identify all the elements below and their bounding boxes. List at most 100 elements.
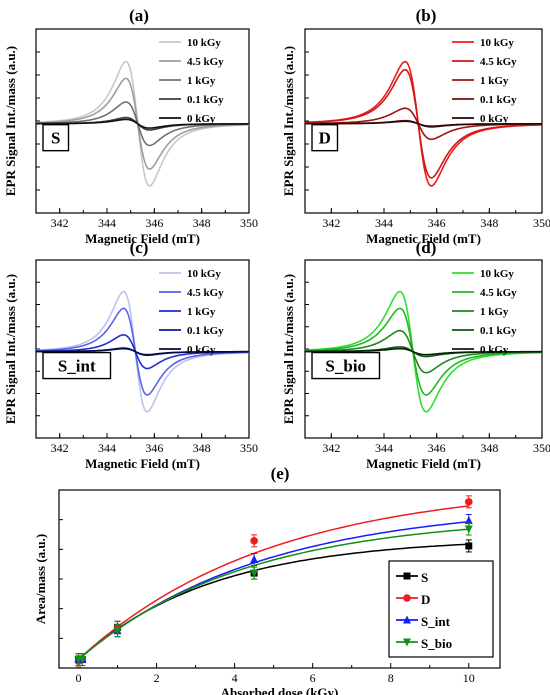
data-point-s-bio xyxy=(78,656,87,665)
legend-label: 1 kGy xyxy=(480,75,509,87)
epr-panel-d: (d) 342 344 346 348 350 Magnetic Field (mT) EPR… xyxy=(281,238,550,471)
x-tick-label: 348 xyxy=(193,216,211,230)
x-axis-label: Magnetic Field (mT) xyxy=(366,456,481,471)
data-point-s-int xyxy=(250,555,259,564)
legend-marker xyxy=(403,638,411,647)
sample-label-box xyxy=(42,123,70,152)
legend-label: 0.1 kGy xyxy=(480,325,517,337)
sample-label: S_bio xyxy=(325,357,366,376)
epr-panel-b: (b) 342 344 346 348 350 Magnetic Field (mT) EPR… xyxy=(281,6,550,246)
legend-label: 0.1 kGy xyxy=(187,325,224,337)
legend-label: D xyxy=(421,592,430,607)
spectrum-line-0-kgy xyxy=(36,118,249,129)
panel-title: (b) xyxy=(416,6,437,25)
x-tick-label: 2 xyxy=(154,671,160,685)
x-tick-label: 342 xyxy=(51,441,69,455)
legend-label: 0 kGy xyxy=(480,344,509,356)
legend-label: 4.5 kGy xyxy=(187,56,224,68)
spectrum-line-4-5-kgy xyxy=(305,307,542,396)
x-tick-label: 350 xyxy=(533,216,550,230)
x-tick-label: 348 xyxy=(193,441,211,455)
legend-label: 10 kGy xyxy=(187,268,221,280)
dose-response-panel: (e) 0 2 4 6 8 10 Absorbed dose (kGy) Area/mass (… xyxy=(33,464,501,695)
x-tick-label: 344 xyxy=(98,441,116,455)
spectrum-line-4-5-kgy xyxy=(36,307,249,396)
sample-label: S_int xyxy=(58,357,96,376)
y-axis-label: EPR Signal Int./mass (a.u.) xyxy=(3,274,18,424)
data-point-s-int xyxy=(464,516,473,525)
x-tick-label: 342 xyxy=(322,441,340,455)
legend-marker xyxy=(403,572,411,580)
legend: SD S_int S_bio xyxy=(388,560,494,658)
x-tick-label: 344 xyxy=(375,441,393,455)
legend-label: 0 kGy xyxy=(187,344,216,356)
legend-label: 4.5 kGy xyxy=(187,287,224,299)
x-tick-label: 346 xyxy=(145,216,163,230)
x-tick-label: 344 xyxy=(375,216,393,230)
x-axis-label: Magnetic Field (mT) xyxy=(85,456,200,471)
legend-marker xyxy=(403,615,411,624)
y-axis-label: Area/mass (a.u.) xyxy=(33,534,48,624)
spectrum-line-0-kgy xyxy=(36,347,249,356)
x-tick-label: 350 xyxy=(240,216,258,230)
x-tick-label: 350 xyxy=(240,441,258,455)
y-axis-label: EPR Signal Int./mass (a.u.) xyxy=(3,46,18,196)
sample-label: S xyxy=(51,129,60,148)
data-point-d xyxy=(250,537,258,545)
legend-marker xyxy=(403,594,411,602)
spectrum-line-0-kgy xyxy=(305,347,542,356)
spectrum-line-10-kgy xyxy=(36,290,249,413)
x-tick-label: 346 xyxy=(428,441,446,455)
legend-label: 0.1 kGy xyxy=(187,94,224,106)
x-tick-label: 342 xyxy=(51,216,69,230)
sample-label-box xyxy=(42,351,112,380)
panel-title: (c) xyxy=(130,238,149,257)
legend-label: S_bio xyxy=(421,636,452,651)
sample-label-box xyxy=(311,123,339,152)
legend-label: 0 kGy xyxy=(187,113,216,125)
data-point-d xyxy=(464,498,473,506)
epr-panel-c: (c) 342 344 346 348 350 Magnetic Field (mT) EPR… xyxy=(3,238,258,471)
data-point-s-bio xyxy=(113,627,122,636)
x-tick-label: 346 xyxy=(145,441,163,455)
x-tick-label: 342 xyxy=(322,216,340,230)
x-tick-label: 8 xyxy=(388,671,394,685)
legend-label: 10 kGy xyxy=(480,37,514,49)
panel-title: (a) xyxy=(129,6,149,25)
data-point-s xyxy=(465,542,473,550)
x-tick-label: 348 xyxy=(480,216,498,230)
x-tick-label: 350 xyxy=(533,441,550,455)
legend-label: 4.5 kGy xyxy=(480,56,517,68)
data-point-s-bio xyxy=(464,525,473,534)
x-tick-label: 0 xyxy=(76,671,82,685)
legend-label: S_int xyxy=(421,614,451,629)
sample-label: D xyxy=(319,129,331,148)
y-axis-label: EPR Signal Int./mass (a.u.) xyxy=(281,46,296,196)
legend-label: 10 kGy xyxy=(187,37,221,49)
fit-curve-s-bio xyxy=(78,528,469,661)
sample-label-box xyxy=(311,351,381,380)
x-tick-label: 4 xyxy=(232,671,238,685)
fit-curve-d xyxy=(77,505,469,661)
x-tick-label: 344 xyxy=(98,216,116,230)
legend-label: 1 kGy xyxy=(187,75,216,87)
legend-label: 1 kGy xyxy=(480,306,509,318)
spectrum-line-4-5-kgy xyxy=(305,68,542,179)
y-axis-label: EPR Signal Int./mass (a.u.) xyxy=(281,274,296,424)
legend-label: 10 kGy xyxy=(480,268,514,280)
legend-label: 4.5 kGy xyxy=(480,287,517,299)
legend-label: 1 kGy xyxy=(187,306,216,318)
x-tick-label: 10 xyxy=(463,671,475,685)
legend-label: S xyxy=(421,570,428,585)
data-point-s-bio xyxy=(250,569,259,578)
x-tick-label: 346 xyxy=(428,216,446,230)
spectrum-line-0-kgy xyxy=(305,120,542,127)
epr-panel-a: (a) 342 344 346 348 350 Magnetic Field (mT) EPR… xyxy=(3,6,258,246)
panel-title: (e) xyxy=(271,464,290,483)
legend-label: 0.1 kGy xyxy=(480,94,517,106)
x-axis-label: Magnetic Field (mT) xyxy=(366,231,481,246)
x-axis-label: Absorbed dose (kGy) xyxy=(221,685,339,695)
spectrum-line-4-5-kgy xyxy=(36,77,249,170)
x-tick-label: 6 xyxy=(310,671,316,685)
